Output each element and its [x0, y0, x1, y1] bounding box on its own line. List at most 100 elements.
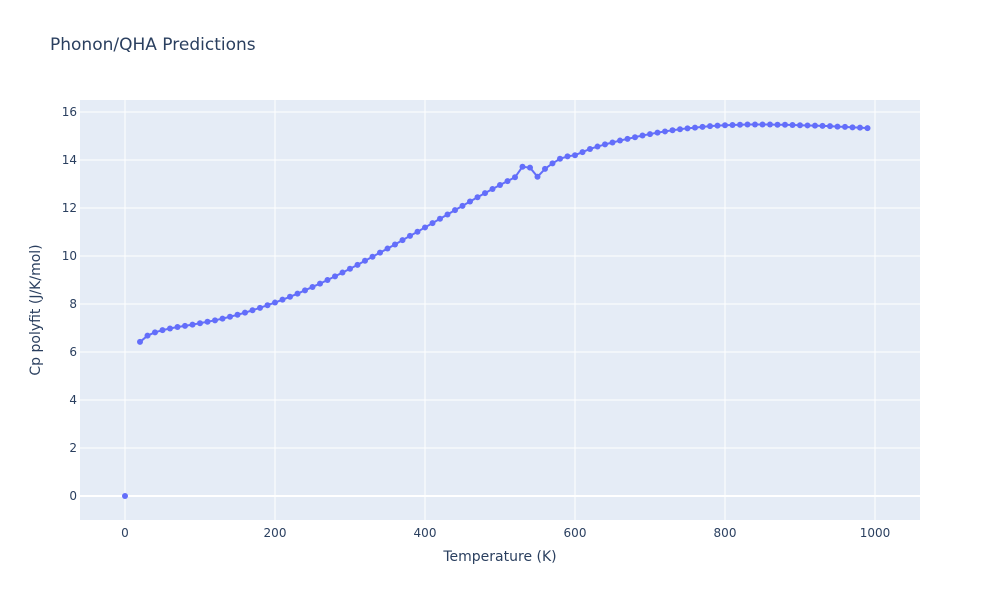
- data-point[interactable]: [347, 265, 353, 272]
- data-point[interactable]: [272, 299, 278, 306]
- data-point[interactable]: [737, 121, 743, 128]
- data-point[interactable]: [512, 174, 518, 181]
- data-point[interactable]: [579, 149, 586, 156]
- data-point[interactable]: [219, 315, 226, 322]
- data-point[interactable]: [834, 123, 841, 130]
- data-point[interactable]: [354, 261, 361, 268]
- data-point[interactable]: [684, 125, 691, 132]
- data-point[interactable]: [189, 321, 196, 328]
- data-point[interactable]: [444, 211, 451, 218]
- data-point[interactable]: [722, 122, 728, 129]
- data-point[interactable]: [369, 253, 376, 260]
- data-point[interactable]: [204, 318, 211, 325]
- data-point[interactable]: [137, 338, 143, 345]
- data-point[interactable]: [542, 165, 548, 172]
- data-point[interactable]: [429, 220, 436, 227]
- data-point[interactable]: [804, 122, 811, 129]
- data-point[interactable]: [437, 215, 443, 222]
- data-point[interactable]: [377, 249, 383, 256]
- data-point[interactable]: [692, 124, 698, 131]
- data-point[interactable]: [339, 269, 346, 276]
- data-point[interactable]: [647, 131, 653, 138]
- data-point[interactable]: [564, 153, 571, 160]
- data-point[interactable]: [279, 296, 286, 303]
- data-point[interactable]: [609, 139, 616, 146]
- data-point[interactable]: [774, 121, 781, 128]
- data-point[interactable]: [572, 152, 578, 159]
- data-point[interactable]: [407, 232, 413, 239]
- data-point[interactable]: [864, 125, 871, 132]
- data-point[interactable]: [489, 186, 496, 193]
- data-point[interactable]: [707, 123, 713, 130]
- data-point[interactable]: [122, 493, 128, 499]
- data-point[interactable]: [144, 332, 151, 339]
- data-point[interactable]: [654, 129, 661, 136]
- data-point[interactable]: [812, 122, 818, 129]
- data-point[interactable]: [789, 121, 796, 128]
- plot-area[interactable]: [80, 100, 920, 520]
- data-point[interactable]: [152, 329, 158, 336]
- data-point[interactable]: [549, 160, 556, 167]
- data-point[interactable]: [744, 121, 751, 128]
- data-point[interactable]: [422, 224, 428, 231]
- data-point[interactable]: [759, 121, 766, 128]
- data-point[interactable]: [317, 280, 323, 287]
- data-point[interactable]: [669, 127, 676, 134]
- data-point[interactable]: [557, 155, 563, 162]
- data-point[interactable]: [234, 311, 241, 318]
- data-point[interactable]: [474, 194, 481, 201]
- data-point[interactable]: [617, 137, 623, 144]
- data-point[interactable]: [699, 123, 706, 130]
- data-point[interactable]: [849, 124, 856, 131]
- data-point[interactable]: [632, 134, 638, 141]
- data-point[interactable]: [294, 290, 301, 297]
- data-point[interactable]: [504, 178, 511, 185]
- data-point[interactable]: [257, 304, 263, 311]
- data-point[interactable]: [527, 164, 533, 171]
- data-point[interactable]: [662, 128, 668, 135]
- data-point[interactable]: [782, 121, 788, 128]
- data-point[interactable]: [459, 202, 466, 209]
- data-point[interactable]: [624, 135, 631, 142]
- data-point[interactable]: [324, 277, 331, 283]
- data-point[interactable]: [452, 207, 458, 214]
- data-point[interactable]: [482, 190, 488, 197]
- data-point[interactable]: [332, 273, 338, 280]
- data-point[interactable]: [497, 181, 503, 188]
- data-point[interactable]: [594, 143, 601, 150]
- data-point[interactable]: [174, 324, 181, 331]
- data-point[interactable]: [249, 307, 256, 314]
- data-point[interactable]: [827, 123, 833, 130]
- data-point[interactable]: [797, 122, 803, 129]
- data-point[interactable]: [159, 327, 166, 334]
- data-point[interactable]: [384, 245, 391, 252]
- data-point[interactable]: [302, 287, 308, 294]
- data-point[interactable]: [752, 121, 758, 128]
- data-point[interactable]: [729, 121, 736, 128]
- data-point[interactable]: [677, 126, 683, 133]
- data-point[interactable]: [767, 121, 773, 128]
- data-point[interactable]: [587, 145, 593, 152]
- data-point[interactable]: [167, 325, 173, 332]
- data-point[interactable]: [287, 293, 293, 300]
- data-point[interactable]: [857, 124, 863, 131]
- data-point[interactable]: [392, 241, 398, 248]
- data-point[interactable]: [602, 141, 608, 148]
- data-point[interactable]: [309, 283, 316, 290]
- data-point[interactable]: [714, 122, 721, 129]
- data-point[interactable]: [842, 123, 848, 130]
- data-point[interactable]: [182, 322, 188, 329]
- data-point[interactable]: [362, 257, 368, 264]
- data-point[interactable]: [212, 317, 218, 324]
- data-point[interactable]: [639, 132, 646, 139]
- data-point[interactable]: [467, 198, 473, 205]
- data-point[interactable]: [197, 320, 203, 327]
- data-point[interactable]: [819, 122, 826, 129]
- data-point[interactable]: [534, 173, 541, 180]
- data-point[interactable]: [227, 313, 233, 320]
- data-point[interactable]: [519, 163, 526, 170]
- data-point[interactable]: [242, 309, 248, 316]
- data-point[interactable]: [414, 228, 421, 235]
- data-point[interactable]: [399, 237, 406, 244]
- data-point[interactable]: [264, 302, 271, 309]
